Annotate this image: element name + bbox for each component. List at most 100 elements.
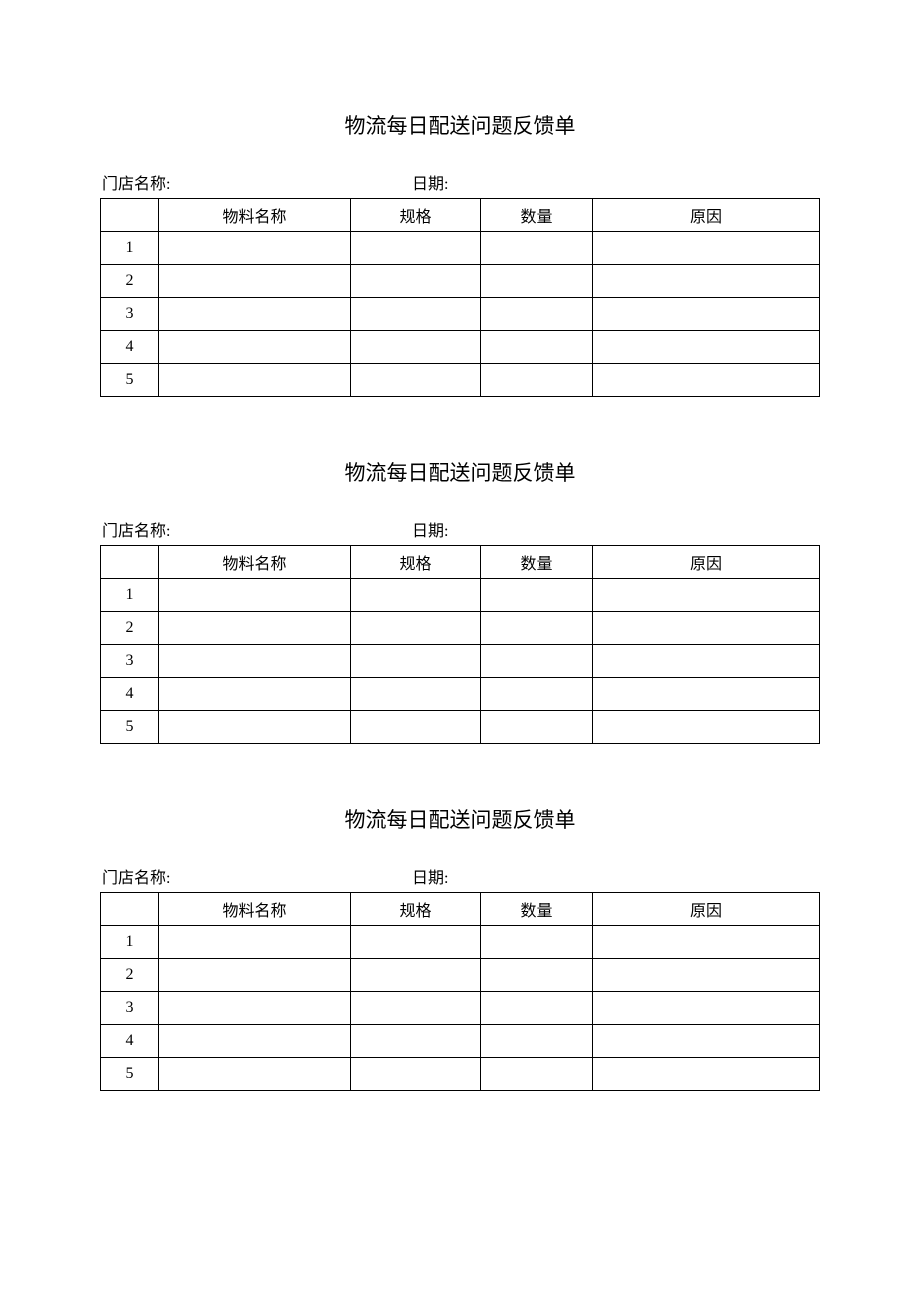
feedback-form-1: 物流每日配送问题反馈单 门店名称: 日期: 物料名称 规格 数量 原因 1 2 <box>100 110 820 397</box>
cell-qty <box>481 959 593 992</box>
cell-qty <box>481 364 593 397</box>
date-label: 日期: <box>412 864 820 888</box>
cell-spec <box>351 364 481 397</box>
cell-num: 5 <box>101 711 159 744</box>
date-label: 日期: <box>412 170 820 194</box>
table-row: 3 <box>101 992 820 1025</box>
cell-name <box>159 331 351 364</box>
cell-name <box>159 645 351 678</box>
cell-name <box>159 711 351 744</box>
form-meta: 门店名称: 日期: <box>100 170 820 194</box>
cell-num: 4 <box>101 678 159 711</box>
col-header-qty: 数量 <box>481 199 593 232</box>
form-meta: 门店名称: 日期: <box>100 517 820 541</box>
cell-spec <box>351 992 481 1025</box>
table-row: 4 <box>101 331 820 364</box>
table-row: 3 <box>101 298 820 331</box>
store-label: 门店名称: <box>102 170 412 194</box>
cell-spec <box>351 612 481 645</box>
feedback-table: 物料名称 规格 数量 原因 1 2 3 <box>100 545 820 744</box>
cell-spec <box>351 1025 481 1058</box>
col-header-name: 物料名称 <box>159 546 351 579</box>
cell-name <box>159 232 351 265</box>
form-title: 物流每日配送问题反馈单 <box>100 457 820 487</box>
cell-num: 4 <box>101 331 159 364</box>
col-header-spec: 规格 <box>351 546 481 579</box>
form-title: 物流每日配送问题反馈单 <box>100 110 820 140</box>
store-label: 门店名称: <box>102 517 412 541</box>
cell-qty <box>481 265 593 298</box>
cell-name <box>159 612 351 645</box>
cell-num: 2 <box>101 612 159 645</box>
table-row: 3 <box>101 645 820 678</box>
feedback-table: 物料名称 规格 数量 原因 1 2 3 <box>100 892 820 1091</box>
cell-reason <box>593 331 820 364</box>
cell-qty <box>481 1058 593 1091</box>
cell-reason <box>593 579 820 612</box>
store-label: 门店名称: <box>102 864 412 888</box>
table-row: 2 <box>101 612 820 645</box>
cell-reason <box>593 1025 820 1058</box>
cell-num: 4 <box>101 1025 159 1058</box>
table-row: 2 <box>101 959 820 992</box>
feedback-table: 物料名称 规格 数量 原因 1 2 3 <box>100 198 820 397</box>
col-header-spec: 规格 <box>351 893 481 926</box>
table-row: 5 <box>101 364 820 397</box>
cell-spec <box>351 298 481 331</box>
cell-reason <box>593 298 820 331</box>
cell-qty <box>481 579 593 612</box>
col-header-qty: 数量 <box>481 546 593 579</box>
cell-name <box>159 1058 351 1091</box>
col-header-num <box>101 546 159 579</box>
table-row: 1 <box>101 579 820 612</box>
date-label: 日期: <box>412 517 820 541</box>
cell-reason <box>593 232 820 265</box>
cell-qty <box>481 612 593 645</box>
cell-qty <box>481 926 593 959</box>
cell-reason <box>593 645 820 678</box>
table-header-row: 物料名称 规格 数量 原因 <box>101 199 820 232</box>
cell-reason <box>593 1058 820 1091</box>
table-header-row: 物料名称 规格 数量 原因 <box>101 546 820 579</box>
form-meta: 门店名称: 日期: <box>100 864 820 888</box>
cell-qty <box>481 298 593 331</box>
table-row: 4 <box>101 1025 820 1058</box>
cell-spec <box>351 926 481 959</box>
cell-spec <box>351 711 481 744</box>
cell-qty <box>481 678 593 711</box>
cell-reason <box>593 926 820 959</box>
cell-num: 3 <box>101 992 159 1025</box>
cell-name <box>159 678 351 711</box>
cell-num: 1 <box>101 232 159 265</box>
col-header-reason: 原因 <box>593 199 820 232</box>
table-row: 5 <box>101 711 820 744</box>
col-header-spec: 规格 <box>351 199 481 232</box>
feedback-form-3: 物流每日配送问题反馈单 门店名称: 日期: 物料名称 规格 数量 原因 1 2 <box>100 804 820 1091</box>
table-row: 4 <box>101 678 820 711</box>
cell-spec <box>351 645 481 678</box>
cell-qty <box>481 232 593 265</box>
cell-reason <box>593 364 820 397</box>
cell-reason <box>593 678 820 711</box>
col-header-num <box>101 199 159 232</box>
cell-name <box>159 265 351 298</box>
cell-reason <box>593 265 820 298</box>
feedback-form-2: 物流每日配送问题反馈单 门店名称: 日期: 物料名称 规格 数量 原因 1 2 <box>100 457 820 744</box>
cell-num: 5 <box>101 1058 159 1091</box>
cell-num: 3 <box>101 298 159 331</box>
table-row: 5 <box>101 1058 820 1091</box>
cell-spec <box>351 265 481 298</box>
col-header-reason: 原因 <box>593 893 820 926</box>
cell-reason <box>593 711 820 744</box>
cell-spec <box>351 1058 481 1091</box>
table-row: 1 <box>101 232 820 265</box>
cell-name <box>159 364 351 397</box>
cell-num: 2 <box>101 265 159 298</box>
cell-num: 5 <box>101 364 159 397</box>
cell-num: 1 <box>101 579 159 612</box>
table-header-row: 物料名称 规格 数量 原因 <box>101 893 820 926</box>
col-header-name: 物料名称 <box>159 199 351 232</box>
cell-qty <box>481 331 593 364</box>
col-header-name: 物料名称 <box>159 893 351 926</box>
col-header-qty: 数量 <box>481 893 593 926</box>
